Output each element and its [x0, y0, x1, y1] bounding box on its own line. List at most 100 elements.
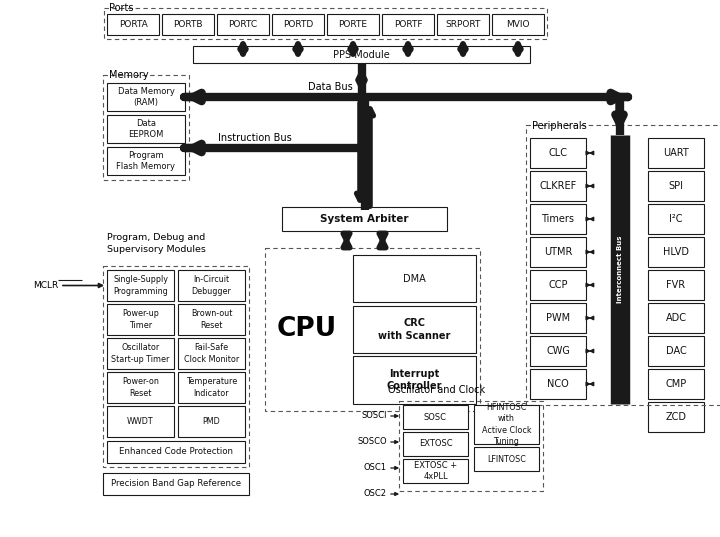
Text: Oscillator and Clock: Oscillator and Clock [388, 385, 485, 395]
Text: Oscillator
Start-up Timer: Oscillator Start-up Timer [112, 344, 170, 364]
FancyBboxPatch shape [437, 14, 489, 35]
FancyBboxPatch shape [178, 372, 245, 403]
Text: UTMR: UTMR [544, 247, 572, 257]
Text: ZCD: ZCD [665, 412, 686, 422]
FancyBboxPatch shape [530, 303, 586, 333]
Text: In-Circuit
Debugger: In-Circuit Debugger [192, 275, 231, 295]
Text: CLKREF: CLKREF [539, 181, 577, 191]
Text: CPU: CPU [277, 316, 337, 343]
Text: SPI: SPI [668, 181, 683, 191]
Text: Interrupt
Controller: Interrupt Controller [387, 369, 442, 391]
FancyBboxPatch shape [107, 304, 174, 335]
FancyBboxPatch shape [648, 336, 704, 366]
FancyBboxPatch shape [382, 14, 434, 35]
Text: FVR: FVR [667, 280, 685, 290]
Text: Program, Debug and
Supervisory Modules: Program, Debug and Supervisory Modules [107, 233, 206, 254]
FancyBboxPatch shape [107, 115, 185, 143]
Text: OSC1: OSC1 [364, 463, 387, 473]
Text: CRC
with Scanner: CRC with Scanner [378, 318, 451, 340]
Text: NCO: NCO [547, 379, 569, 389]
FancyBboxPatch shape [107, 441, 245, 463]
FancyBboxPatch shape [217, 14, 269, 35]
FancyBboxPatch shape [353, 356, 476, 404]
FancyBboxPatch shape [107, 338, 174, 369]
FancyBboxPatch shape [648, 303, 704, 333]
Text: Single-Supply
Programming: Single-Supply Programming [113, 275, 168, 295]
FancyBboxPatch shape [648, 270, 704, 300]
FancyBboxPatch shape [107, 147, 185, 175]
FancyBboxPatch shape [107, 14, 159, 35]
Text: PORTF: PORTF [394, 20, 422, 29]
Text: PMD: PMD [202, 417, 220, 426]
FancyBboxPatch shape [492, 14, 544, 35]
FancyBboxPatch shape [353, 306, 476, 353]
Text: Instruction Bus: Instruction Bus [218, 133, 292, 143]
FancyBboxPatch shape [162, 14, 214, 35]
FancyBboxPatch shape [530, 204, 586, 234]
Text: Memory: Memory [109, 70, 148, 80]
Text: SOSC: SOSC [424, 412, 447, 422]
Text: Data Memory
(RAM): Data Memory (RAM) [117, 87, 174, 107]
FancyBboxPatch shape [178, 338, 245, 369]
FancyBboxPatch shape [403, 405, 468, 429]
Text: SRPORT: SRPORT [445, 20, 481, 29]
FancyBboxPatch shape [107, 83, 185, 111]
Text: MCLR: MCLR [32, 281, 58, 290]
Text: WWDT: WWDT [127, 417, 154, 426]
Text: CMP: CMP [665, 379, 687, 389]
FancyBboxPatch shape [474, 447, 539, 471]
Text: PPS Module: PPS Module [333, 49, 390, 60]
FancyBboxPatch shape [178, 406, 245, 437]
FancyBboxPatch shape [648, 138, 704, 168]
Text: SOSCI: SOSCI [361, 411, 387, 420]
Text: Ports: Ports [109, 3, 133, 13]
Text: PORTE: PORTE [338, 20, 367, 29]
FancyBboxPatch shape [530, 336, 586, 366]
Text: SOSCO: SOSCO [357, 438, 387, 446]
FancyBboxPatch shape [272, 14, 324, 35]
FancyBboxPatch shape [474, 405, 539, 444]
Text: Power-up
Timer: Power-up Timer [122, 309, 159, 330]
Text: PORTA: PORTA [119, 20, 148, 29]
FancyBboxPatch shape [403, 432, 468, 456]
FancyBboxPatch shape [530, 369, 586, 399]
FancyBboxPatch shape [353, 255, 476, 302]
Text: ADC: ADC [665, 313, 686, 323]
Text: DAC: DAC [665, 346, 686, 356]
Text: PWM: PWM [546, 313, 570, 323]
FancyBboxPatch shape [107, 406, 174, 437]
Text: OSC2: OSC2 [364, 490, 387, 498]
Text: Precision Band Gap Reference: Precision Band Gap Reference [111, 480, 241, 489]
FancyBboxPatch shape [530, 138, 586, 168]
Text: Enhanced Code Protection: Enhanced Code Protection [119, 447, 233, 456]
FancyBboxPatch shape [193, 46, 530, 63]
FancyBboxPatch shape [103, 473, 249, 495]
FancyBboxPatch shape [178, 270, 245, 301]
Text: PORTD: PORTD [283, 20, 313, 29]
Text: Power-on
Reset: Power-on Reset [122, 378, 159, 397]
Text: Brown-out
Reset: Brown-out Reset [191, 309, 232, 330]
Text: Peripherals: Peripherals [532, 121, 587, 131]
Text: UART: UART [663, 148, 689, 158]
FancyBboxPatch shape [530, 237, 586, 267]
FancyBboxPatch shape [648, 237, 704, 267]
Text: PORTB: PORTB [174, 20, 203, 29]
FancyBboxPatch shape [282, 207, 447, 231]
FancyBboxPatch shape [648, 204, 704, 234]
Text: PORTC: PORTC [228, 20, 258, 29]
FancyBboxPatch shape [530, 171, 586, 201]
Text: HLVD: HLVD [663, 247, 689, 257]
Text: EXTOSC +
4xPLL: EXTOSC + 4xPLL [414, 461, 457, 481]
FancyBboxPatch shape [530, 270, 586, 300]
Text: CCP: CCP [548, 280, 568, 290]
Text: HFINTOSC
with
Active Clock
Tuning: HFINTOSC with Active Clock Tuning [482, 403, 531, 446]
Text: Program
Flash Memory: Program Flash Memory [117, 151, 176, 171]
FancyBboxPatch shape [107, 372, 174, 403]
Text: CLC: CLC [549, 148, 567, 158]
Text: System Arbiter: System Arbiter [320, 214, 409, 224]
Text: EXTOSC: EXTOSC [419, 439, 452, 448]
Text: Temperature
Indicator: Temperature Indicator [186, 378, 237, 397]
Text: Data Bus: Data Bus [307, 82, 352, 92]
Text: DMA: DMA [403, 273, 426, 284]
FancyBboxPatch shape [107, 270, 174, 301]
